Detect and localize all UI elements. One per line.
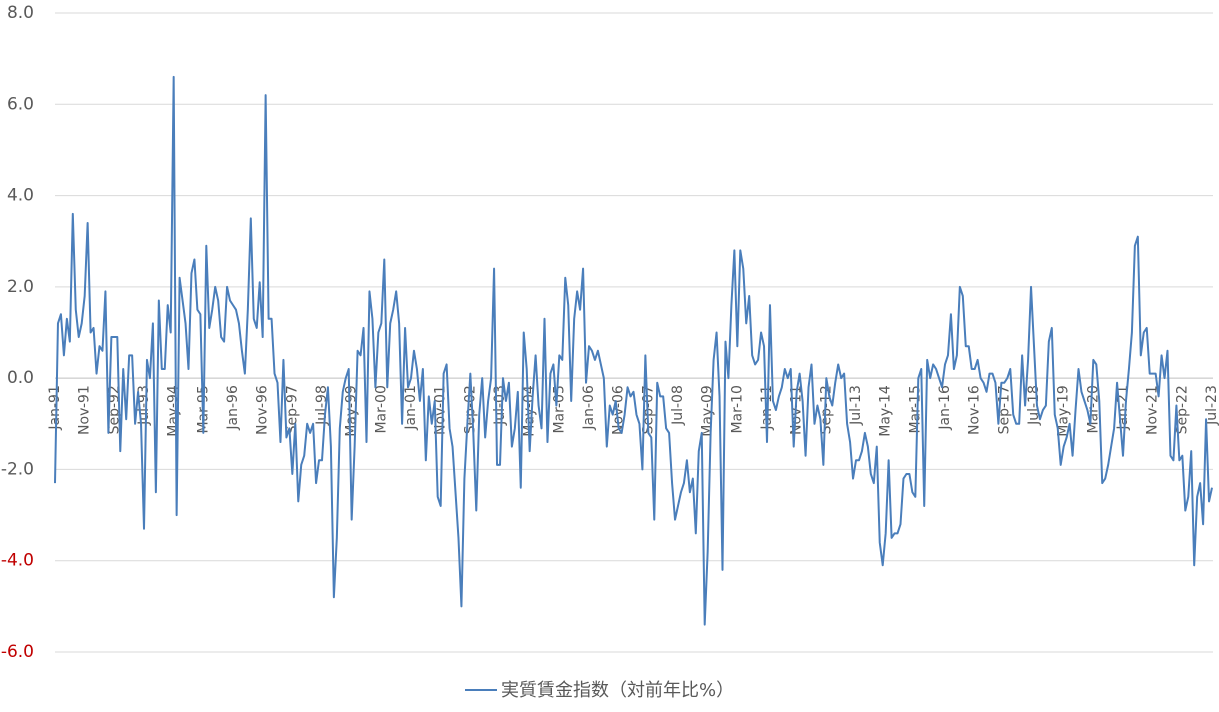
x-tick-label: Nov-21 [1145,385,1161,435]
legend: 実質賃金指数（対前年比%） [465,680,734,701]
legend-label: 実質賃金指数（対前年比%） [501,680,734,701]
x-tick-label: Jan-96 [225,385,241,431]
x-tick-label: Jul-13 [848,385,864,426]
x-tick-label: May-09 [700,385,716,437]
x-tick-label: Jan-16 [937,385,953,431]
y-tick-label: 0.0 [7,368,34,388]
x-tick-label: May-04 [522,385,538,437]
x-tick-label: Mar-15 [907,385,923,433]
x-tick-label: Jul-98 [314,385,330,426]
x-tick-label: Mar-10 [729,385,745,433]
x-tick-label: Jan-91 [47,385,63,430]
y-tick-label: 6.0 [7,94,34,114]
x-tick-label: Jan-01 [403,385,419,430]
y-tick-label: -4.0 [1,551,34,571]
data-line [54,75,1213,626]
x-tick-label: May-14 [878,385,894,437]
x-tick-label: Nov-01 [433,385,449,435]
x-tick-label: Jan-06 [581,385,597,431]
y-tick-label: 8.0 [7,3,34,23]
x-tick-label: Sep-22 [1174,385,1190,434]
x-tick-label: Mar-05 [551,385,567,433]
x-tick-label: Nov-16 [967,385,983,435]
x-tick-label: Nov-96 [255,385,271,435]
x-tick-label: Jul-23 [1204,385,1219,426]
y-tick-label: 4.0 [7,186,34,206]
x-tick-label: Sep-97 [284,385,300,434]
x-tick-label: May-94 [166,385,182,437]
y-tick-label: -2.0 [1,459,34,479]
x-tick-label: Jul-08 [670,385,686,426]
x-tick-label: Mar-00 [373,385,389,433]
x-tick-label: Sep-02 [462,385,478,434]
x-tick-label: May-19 [1056,385,1072,437]
y-tick-label: -6.0 [1,642,34,662]
x-tick-label: Nov-91 [77,385,93,435]
x-tick-label: Jul-18 [1026,385,1042,426]
y-tick-label: 2.0 [7,277,34,297]
